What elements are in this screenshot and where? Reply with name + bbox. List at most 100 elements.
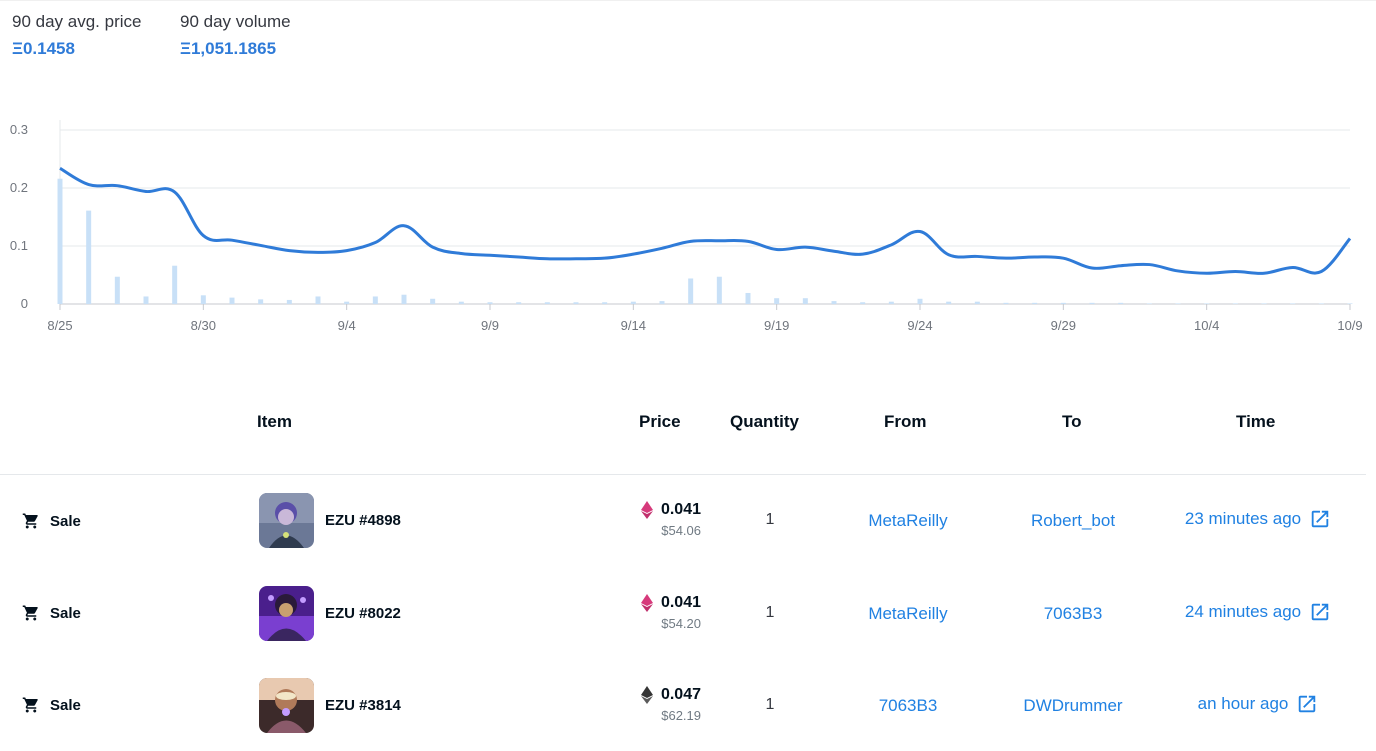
- price-value: 0.041: [660, 594, 701, 611]
- event-type: Sale: [22, 567, 81, 659]
- volume-bar: [430, 298, 436, 304]
- weth-icon: [640, 594, 653, 612]
- to-account-link[interactable]: 7063B3: [1043, 604, 1103, 623]
- price-usd: $62.19: [661, 708, 701, 723]
- cart-icon: [22, 605, 38, 621]
- price-value: 0.041: [660, 501, 701, 518]
- volume-bar: [630, 301, 636, 304]
- item-name-link[interactable]: EZU #3814: [325, 697, 401, 714]
- volume-bar: [1204, 303, 1210, 305]
- volume-bar: [86, 210, 92, 304]
- event-type: Sale: [22, 659, 81, 751]
- volume-value: Ξ1,051.1865: [180, 39, 277, 58]
- item-thumbnail[interactable]: [259, 586, 314, 641]
- price-usd: $54.06: [661, 523, 701, 538]
- volume-bar: [344, 301, 350, 304]
- y-tick-label: 0.2: [10, 180, 28, 195]
- volume-bar: [458, 301, 464, 304]
- volume-bar: [917, 298, 923, 304]
- volume-bar: [946, 301, 952, 304]
- volume-bar: [688, 278, 694, 304]
- avg-price-line: [59, 166, 1352, 275]
- item-name-link[interactable]: EZU #4898: [325, 512, 401, 529]
- time-value: an hour ago: [1197, 694, 1289, 713]
- external-link-icon: [1299, 695, 1316, 713]
- item-name-link[interactable]: EZU #8022: [325, 605, 401, 622]
- volume-bar: [974, 301, 980, 304]
- volume-bar: [200, 295, 206, 304]
- event-label: Sale: [50, 696, 81, 714]
- nft-avatar-image: [259, 586, 314, 641]
- header-price: Price: [639, 412, 681, 431]
- volume-bar: [1146, 303, 1152, 305]
- volume-bar: [1175, 303, 1181, 305]
- to-account-link[interactable]: DWDrummer: [1023, 696, 1123, 715]
- volume-bar: [372, 296, 378, 304]
- event-type: Sale: [22, 475, 81, 567]
- volume-bar: [1118, 302, 1124, 304]
- to-account-link[interactable]: Robert_bot: [1030, 511, 1116, 530]
- volume-bar: [774, 298, 780, 304]
- cart-icon: [22, 513, 38, 529]
- volume-bar: [1060, 302, 1066, 304]
- price-history-chart[interactable]: 0 0.1 0.2 0.3 8/25 8/30 9/4 9/9 9/14 9/19 9/24 9/29…: [0, 110, 1376, 350]
- volume-bar: [716, 276, 722, 304]
- eth-icon: [640, 686, 653, 704]
- nft-avatar-image: [259, 493, 314, 548]
- volume-stat: 90 day volume Ξ1,051.1865: [180, 12, 291, 59]
- volume-bar: [516, 302, 522, 304]
- avg-price-label: 90 day avg. price: [12, 12, 142, 31]
- y-tick-label: 0.3: [10, 122, 28, 137]
- volume-bar: [143, 296, 149, 304]
- y-tick-label: 0: [21, 296, 28, 311]
- price-value: 0.047: [660, 686, 701, 703]
- table-row: Sale EZU #3814 0.047 $62.19 1 7063B3 DWD…: [0, 659, 1376, 751]
- item-thumbnail[interactable]: [259, 493, 314, 548]
- avg-price-stat: 90 day avg. price Ξ0.1458: [12, 12, 141, 59]
- quantity-value: 1: [765, 696, 775, 713]
- from-account-link[interactable]: 7063B3: [878, 696, 938, 715]
- time-value: 24 minutes ago: [1184, 602, 1302, 621]
- volume-bar: [1318, 303, 1324, 305]
- volume-bar: [258, 299, 264, 304]
- top-divider: [0, 0, 1376, 1]
- volume-bar: [659, 301, 665, 304]
- volume-bar: [544, 302, 550, 304]
- table-row: Sale EZU #4898 0.041 $54.06 1 MetaReilly…: [0, 475, 1376, 567]
- event-label: Sale: [50, 512, 81, 530]
- header-from: From: [884, 412, 927, 431]
- cart-icon: [22, 697, 38, 713]
- volume-bar: [1003, 302, 1009, 304]
- x-tick-label: 9/9: [481, 318, 499, 333]
- nft-avatar-image: [259, 678, 314, 733]
- external-link-icon: [1311, 603, 1329, 621]
- price-cell: 0.041 $54.06: [640, 501, 701, 538]
- table-header: Item Price Quantity From To Time: [0, 412, 1376, 442]
- item-thumbnail[interactable]: [259, 678, 314, 733]
- header-to: To: [1062, 412, 1082, 431]
- header-quantity: Quantity: [730, 412, 799, 431]
- x-tick-label: 8/30: [191, 318, 216, 333]
- from-account-link[interactable]: MetaReilly: [868, 604, 948, 623]
- quantity-value: 1: [765, 604, 775, 621]
- header-item: Item: [257, 412, 292, 431]
- volume-bar: [745, 292, 751, 304]
- from-account-link[interactable]: MetaReilly: [868, 511, 948, 530]
- external-link-icon: [1311, 510, 1329, 528]
- header-time: Time: [1236, 412, 1276, 431]
- volume-bar: [1032, 302, 1038, 304]
- volume-bar: [888, 301, 894, 304]
- y-tick-label: 0.1: [10, 238, 28, 253]
- x-tick-label: 9/14: [621, 318, 646, 333]
- volume-bar: [487, 302, 493, 304]
- time-link[interactable]: an hour ago: [1158, 693, 1358, 715]
- volume-bar: [1290, 303, 1296, 305]
- volume-bar: [229, 297, 235, 304]
- volume-bar: [172, 265, 178, 304]
- price-cell: 0.041 $54.20: [640, 594, 701, 631]
- price-cell: 0.047 $62.19: [640, 686, 701, 723]
- time-link[interactable]: 24 minutes ago: [1158, 601, 1358, 623]
- time-link[interactable]: 23 minutes ago: [1158, 508, 1358, 530]
- x-tick-label: 9/29: [1051, 318, 1076, 333]
- volume-bar: [573, 302, 579, 304]
